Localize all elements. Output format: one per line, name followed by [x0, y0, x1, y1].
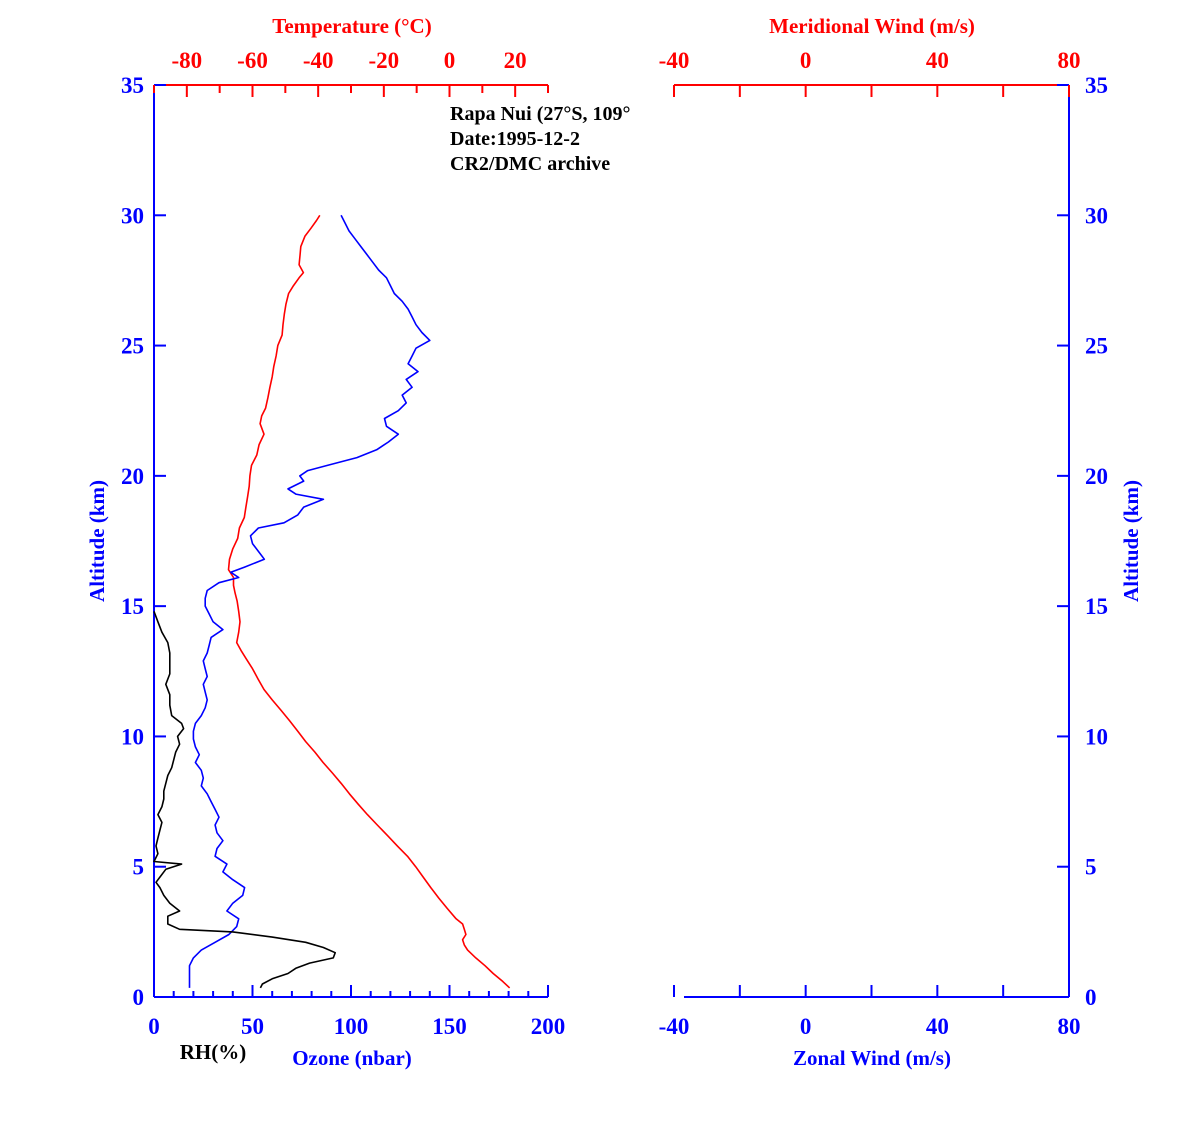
right-altitude-tick-label: 30: [1085, 203, 1108, 228]
left-altitude-tick-label: 15: [121, 594, 144, 619]
meridional-wind-tick-label: 40: [926, 48, 949, 73]
temperature-tick-label: -60: [237, 48, 268, 73]
relative_humidity-line: [153, 611, 336, 989]
right-altitude-tick-label: 20: [1085, 464, 1108, 489]
right-altitude-ticks: 0 5 10 15 20 25 30 35: [1057, 73, 1108, 1010]
ozone-tick-label: 50: [241, 1014, 264, 1039]
meridional-wind-tick-label: 80: [1058, 48, 1081, 73]
zonal-wind-ticks: -40 0 40 80: [659, 985, 1081, 1039]
left-altitude-tick-label: 20: [121, 464, 144, 489]
temperature-axis-label: Temperature (°C): [272, 14, 431, 38]
ozone-axis-label: Ozone (nbar): [292, 1046, 412, 1070]
right-altitude-tick-label: 35: [1085, 73, 1108, 98]
zonal-wind-tick-label: 0: [800, 1014, 812, 1039]
left-altitude-tick-label: 30: [121, 203, 144, 228]
temperature-line: [227, 214, 511, 989]
meridional-wind-axis-label: Meridional Wind (m/s): [769, 14, 975, 38]
ozone-ticks: 0 50 100 150 200: [148, 985, 565, 1039]
right-altitude-tick-label: 25: [1085, 334, 1108, 359]
series-lines: [153, 214, 511, 989]
left-altitude-tick-label: 10: [121, 724, 144, 749]
meridional-wind-tick-label: -40: [659, 48, 690, 73]
temperature-ticks: -80 -60 -40 -20 0 20: [153, 48, 549, 97]
right-altitude-tick-label: 10: [1085, 724, 1108, 749]
meridional-wind-ticks: -40 0 40 80: [659, 48, 1081, 97]
ozone-tick-label: 200: [531, 1014, 566, 1039]
ozone-line: [188, 214, 431, 988]
temperature-tick-label: -20: [368, 48, 399, 73]
left-altitude-tick-label: 35: [121, 73, 144, 98]
left-altitude-tick-label: 0: [133, 985, 145, 1010]
temperature-tick-label: -80: [171, 48, 202, 73]
right-altitude-axis-label: Altitude (km): [1119, 480, 1143, 602]
temperature-tick-label: 20: [504, 48, 527, 73]
left-altitude-tick-label: 5: [133, 855, 145, 880]
ozone-tick-label: 100: [334, 1014, 369, 1039]
right-altitude-tick-label: 15: [1085, 594, 1108, 619]
annotation-date: Date:1995-12-2: [450, 128, 580, 150]
temperature-tick-label: -40: [303, 48, 334, 73]
left-panel: 0 5 10 15 20 25 30 35 -80 -60 -40 -20 0 20 0 50 100 150…: [85, 14, 630, 1070]
rh-axis-label: RH(%): [180, 1040, 247, 1064]
ozone-tick-label: 0: [148, 1014, 160, 1039]
zonal-wind-tick-label: 40: [926, 1014, 949, 1039]
temperature-tick-label: 0: [444, 48, 456, 73]
meridional-wind-tick-label: 0: [800, 48, 812, 73]
left-altitude-tick-label: 25: [121, 334, 144, 359]
left-altitude-axis-label: Altitude (km): [85, 480, 109, 602]
annotation-station: Rapa Nui (27°S, 109°: [450, 103, 630, 125]
zonal-wind-tick-label: -40: [659, 1014, 690, 1039]
zonal-wind-axis-label: Zonal Wind (m/s): [793, 1046, 951, 1070]
left-altitude-ticks: 0 5 10 15 20 25 30 35: [121, 73, 166, 1010]
annotation-archive: CR2/DMC archive: [450, 153, 610, 175]
zonal-wind-tick-label: 80: [1058, 1014, 1081, 1039]
right-panel: 0 5 10 15 20 25 30 35 -40 0 40 80 -40 0 40 80 Meridio…: [659, 14, 1143, 1070]
right-altitude-tick-label: 0: [1085, 985, 1097, 1010]
ozone-tick-label: 150: [432, 1014, 467, 1039]
right-altitude-tick-label: 5: [1085, 855, 1097, 880]
